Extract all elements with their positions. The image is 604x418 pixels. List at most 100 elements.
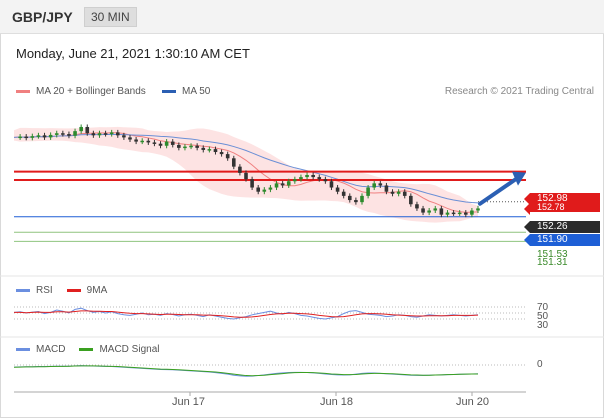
candle-body <box>225 154 230 159</box>
candle-body <box>439 208 444 215</box>
candle-body <box>341 191 346 196</box>
legend-label-bollinger: MA 20 + Bollinger Bands <box>36 86 146 97</box>
candle-body <box>409 195 413 205</box>
chart-datetime: Monday, June 21, 2021 1:30:10 AM CET <box>16 46 250 61</box>
candle-body <box>372 183 377 188</box>
candle-body <box>262 189 267 192</box>
rsi-swatch <box>16 289 30 292</box>
rsi-ma-swatch <box>66 289 81 292</box>
candle-body <box>189 145 193 148</box>
macd-signal-line <box>13 365 478 377</box>
candle-body <box>140 140 145 143</box>
candle-body <box>122 135 126 138</box>
candle-body <box>415 204 419 209</box>
rsi-legend: RSI 9MA <box>16 285 107 296</box>
candle-body <box>305 175 309 178</box>
research-credit: Research © 2021 Trading Central <box>444 86 594 97</box>
rsi-level-30: 30 <box>537 320 549 331</box>
support-3-tag: 151.31 <box>537 257 568 268</box>
candle-body <box>109 132 114 135</box>
macd-legend: MACD MACD Signal <box>16 344 159 355</box>
legend-label-ma50: MA 50 <box>182 86 211 97</box>
candle-body <box>268 187 273 190</box>
x-tick-jun18: Jun 18 <box>320 396 354 408</box>
candle-body <box>317 177 322 180</box>
candle-body <box>42 135 47 138</box>
candle-body <box>360 195 364 203</box>
candle-body <box>299 177 303 180</box>
interval-button[interactable]: 30 MIN <box>84 7 137 27</box>
candle-body <box>256 187 261 192</box>
candle-body <box>67 134 71 136</box>
candle-body <box>134 139 138 142</box>
ma20-line <box>13 132 479 213</box>
candle-body <box>323 179 328 182</box>
candle-body <box>146 140 151 143</box>
x-tick-jun17: Jun 17 <box>172 396 206 408</box>
macd-zero-label: 0 <box>537 359 543 370</box>
last-price-tag: 152.26 <box>524 221 600 233</box>
rsi-ma-line <box>14 310 479 318</box>
macd-swatch <box>16 348 30 351</box>
rsi-level-70: 70 <box>537 302 549 313</box>
candle-body <box>61 133 65 135</box>
candle-body <box>427 210 431 213</box>
candle-body <box>366 187 370 196</box>
rsi-label: RSI <box>36 285 53 296</box>
resistance-1-tag: 152.98 <box>524 193 600 205</box>
support-2-tag: 151.53 <box>537 249 568 260</box>
candle-body <box>311 175 315 178</box>
candle-body <box>54 133 59 135</box>
candle-body <box>335 187 340 192</box>
candle-body <box>421 208 425 213</box>
forecast-arrow-shaft <box>478 175 520 206</box>
candle-body <box>293 179 297 182</box>
candle-body <box>219 152 224 155</box>
candle-body <box>213 149 218 153</box>
candle-body <box>36 135 41 137</box>
candle-body <box>396 191 401 194</box>
candle-body <box>85 126 90 134</box>
candle-body <box>451 212 456 215</box>
macd-label: MACD <box>36 344 66 355</box>
candle-body <box>280 183 285 186</box>
candle-body <box>470 210 474 215</box>
candle-body <box>48 134 53 138</box>
legend-bollinger: MA 20 + Bollinger Bands <box>16 86 146 97</box>
candle-body <box>347 195 352 201</box>
candle-body <box>390 191 395 194</box>
candle-body <box>354 200 358 203</box>
candle-body <box>18 136 22 139</box>
candle-body <box>115 132 120 136</box>
legend-swatch-ma50 <box>162 90 176 93</box>
rsi-ma-label: 9MA <box>86 285 108 296</box>
candle-body <box>384 185 389 192</box>
rsi-level-50: 50 <box>537 311 549 322</box>
candle-body <box>195 145 199 148</box>
candle-body <box>24 136 29 139</box>
candle-body <box>103 133 108 135</box>
candle-body <box>152 142 157 144</box>
candle-body <box>73 131 77 136</box>
top-bar: GBP/JPY 30 MIN <box>0 0 604 34</box>
macd-signal-label: MACD Signal <box>99 344 160 355</box>
candle-body <box>158 143 163 146</box>
candle-body <box>30 136 35 138</box>
support-1-tag: 151.90 <box>524 234 600 246</box>
candle-body <box>274 183 279 188</box>
candle-body <box>476 208 480 211</box>
candle-body <box>250 179 254 188</box>
candle-body <box>244 172 248 180</box>
candle-body <box>177 144 181 148</box>
candle-body <box>91 133 96 136</box>
candle-body <box>402 191 407 196</box>
candle-body <box>79 126 83 132</box>
candle-body <box>457 212 462 215</box>
ma50-line <box>13 133 479 204</box>
candle-body <box>463 212 468 215</box>
candle-body <box>445 212 450 215</box>
candle-body <box>329 181 334 188</box>
candle-body <box>231 158 236 167</box>
candle-body <box>97 133 102 136</box>
